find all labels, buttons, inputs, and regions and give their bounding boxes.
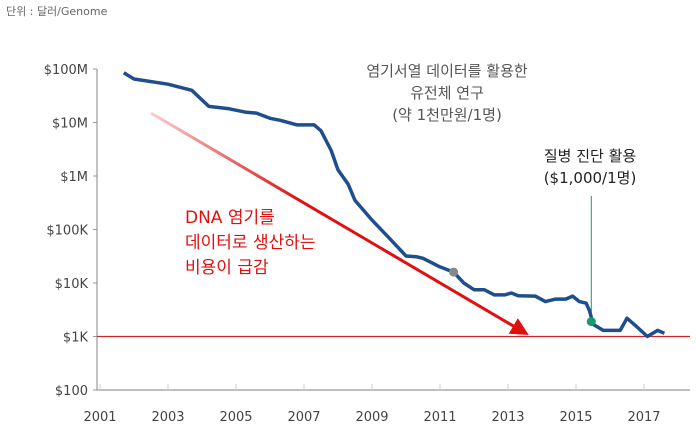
y-tick-label: $100M: [44, 63, 88, 78]
x-tick-label: 2003: [151, 410, 184, 425]
x-tick-label: 2009: [355, 410, 388, 425]
annotation-line: 염기서열 데이터를 활용한: [366, 62, 528, 80]
x-tick-label: 2005: [219, 410, 252, 425]
annotation-research: 염기서열 데이터를 활용한 유전체 연구 (약 1천만원/1명): [322, 60, 572, 126]
annotation-line: 데이터로 생산하는: [185, 233, 316, 253]
y-tick-label: $100K: [46, 224, 88, 239]
unit-label: 단위 : 달러/Genome: [6, 5, 108, 18]
data-marker: [586, 317, 596, 327]
annotation-line: 질병 진단 활용: [543, 147, 637, 165]
y-tick-label: $1K: [63, 331, 89, 346]
x-tick-label: 2001: [83, 410, 116, 425]
y-tick-label: $100: [55, 384, 88, 399]
annotation-diagnosis: 질병 진단 활용 ($1,000/1명): [510, 145, 670, 189]
y-tick-label: $1M: [60, 170, 88, 185]
annotation-line: ($1,000/1명): [543, 169, 637, 187]
y-tick-label: $10K: [55, 277, 89, 292]
x-tick-label: 2011: [423, 410, 456, 425]
data-marker: [449, 267, 459, 277]
annotation-trend: DNA 염기를 데이터로 생산하는 비용이 급감: [185, 206, 316, 281]
x-tick-label: 2015: [559, 410, 592, 425]
y-tick-label: $10M: [52, 117, 88, 132]
annotation-line: DNA 염기를: [185, 208, 275, 228]
annotation-line: (약 1천만원/1명): [392, 106, 502, 124]
annotation-line: 비용이 급감: [185, 258, 269, 278]
annotation-line: 유전체 연구: [410, 84, 484, 102]
x-tick-label: 2017: [627, 410, 660, 425]
trend-arrow: [150, 111, 529, 336]
x-tick-label: 2007: [287, 410, 320, 425]
x-tick-label: 2013: [491, 410, 524, 425]
